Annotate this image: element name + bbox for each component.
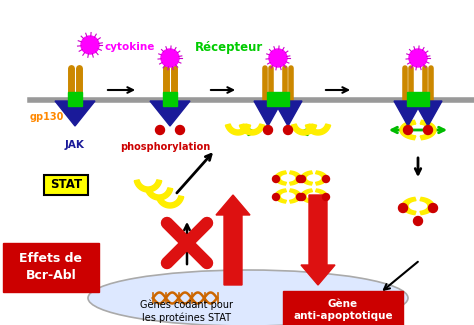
Polygon shape [400, 120, 416, 140]
Bar [68, 92, 82, 106]
Polygon shape [156, 196, 184, 208]
Polygon shape [292, 124, 317, 135]
FancyBboxPatch shape [283, 291, 403, 325]
Bar [163, 92, 177, 106]
Bar [407, 92, 429, 106]
Polygon shape [55, 101, 95, 126]
Text: Gènes codant pour
les protéines STAT: Gènes codant pour les protéines STAT [140, 299, 234, 323]
Text: Gène
anti-apoptotique: Gène anti-apoptotique [293, 299, 393, 321]
Circle shape [409, 49, 427, 67]
Text: gp130: gp130 [30, 112, 64, 122]
FancyBboxPatch shape [44, 175, 88, 195]
Circle shape [399, 203, 408, 213]
Polygon shape [402, 197, 416, 215]
Polygon shape [254, 101, 282, 126]
Text: phosphorylation: phosphorylation [120, 142, 210, 152]
Polygon shape [239, 124, 264, 135]
Polygon shape [316, 189, 327, 203]
Polygon shape [226, 124, 251, 135]
Circle shape [428, 203, 438, 213]
Circle shape [273, 176, 280, 183]
Circle shape [81, 36, 99, 54]
Text: JAK: JAK [65, 140, 85, 150]
Polygon shape [290, 171, 301, 185]
Circle shape [269, 49, 287, 67]
Polygon shape [420, 120, 436, 140]
Circle shape [175, 125, 184, 135]
Circle shape [155, 125, 164, 135]
Circle shape [413, 216, 422, 226]
Circle shape [297, 176, 303, 183]
FancyArrow shape [216, 195, 250, 285]
Polygon shape [134, 180, 162, 192]
Polygon shape [301, 189, 312, 203]
Polygon shape [290, 189, 301, 203]
Bar [267, 92, 289, 106]
Circle shape [299, 193, 306, 201]
Polygon shape [394, 101, 422, 126]
Ellipse shape [88, 270, 408, 325]
Circle shape [322, 176, 329, 183]
Polygon shape [414, 101, 442, 126]
Text: cytokine: cytokine [105, 42, 155, 52]
Polygon shape [275, 171, 286, 185]
Polygon shape [274, 101, 302, 126]
Text: Récepteur: Récepteur [195, 41, 263, 54]
Circle shape [423, 125, 432, 135]
Circle shape [161, 49, 179, 67]
FancyBboxPatch shape [3, 243, 99, 292]
Circle shape [403, 125, 412, 135]
Polygon shape [301, 171, 312, 185]
Circle shape [322, 193, 329, 201]
Circle shape [264, 125, 273, 135]
Circle shape [283, 125, 292, 135]
Polygon shape [145, 188, 173, 200]
Polygon shape [305, 124, 330, 135]
Circle shape [297, 193, 303, 201]
Circle shape [299, 176, 306, 183]
Polygon shape [420, 197, 434, 215]
FancyArrow shape [301, 195, 335, 285]
Polygon shape [316, 171, 327, 185]
Polygon shape [275, 189, 286, 203]
Polygon shape [150, 101, 190, 126]
Text: STAT: STAT [50, 178, 82, 191]
Text: Effets de
Bcr-Abl: Effets de Bcr-Abl [19, 252, 82, 282]
Circle shape [273, 193, 280, 201]
